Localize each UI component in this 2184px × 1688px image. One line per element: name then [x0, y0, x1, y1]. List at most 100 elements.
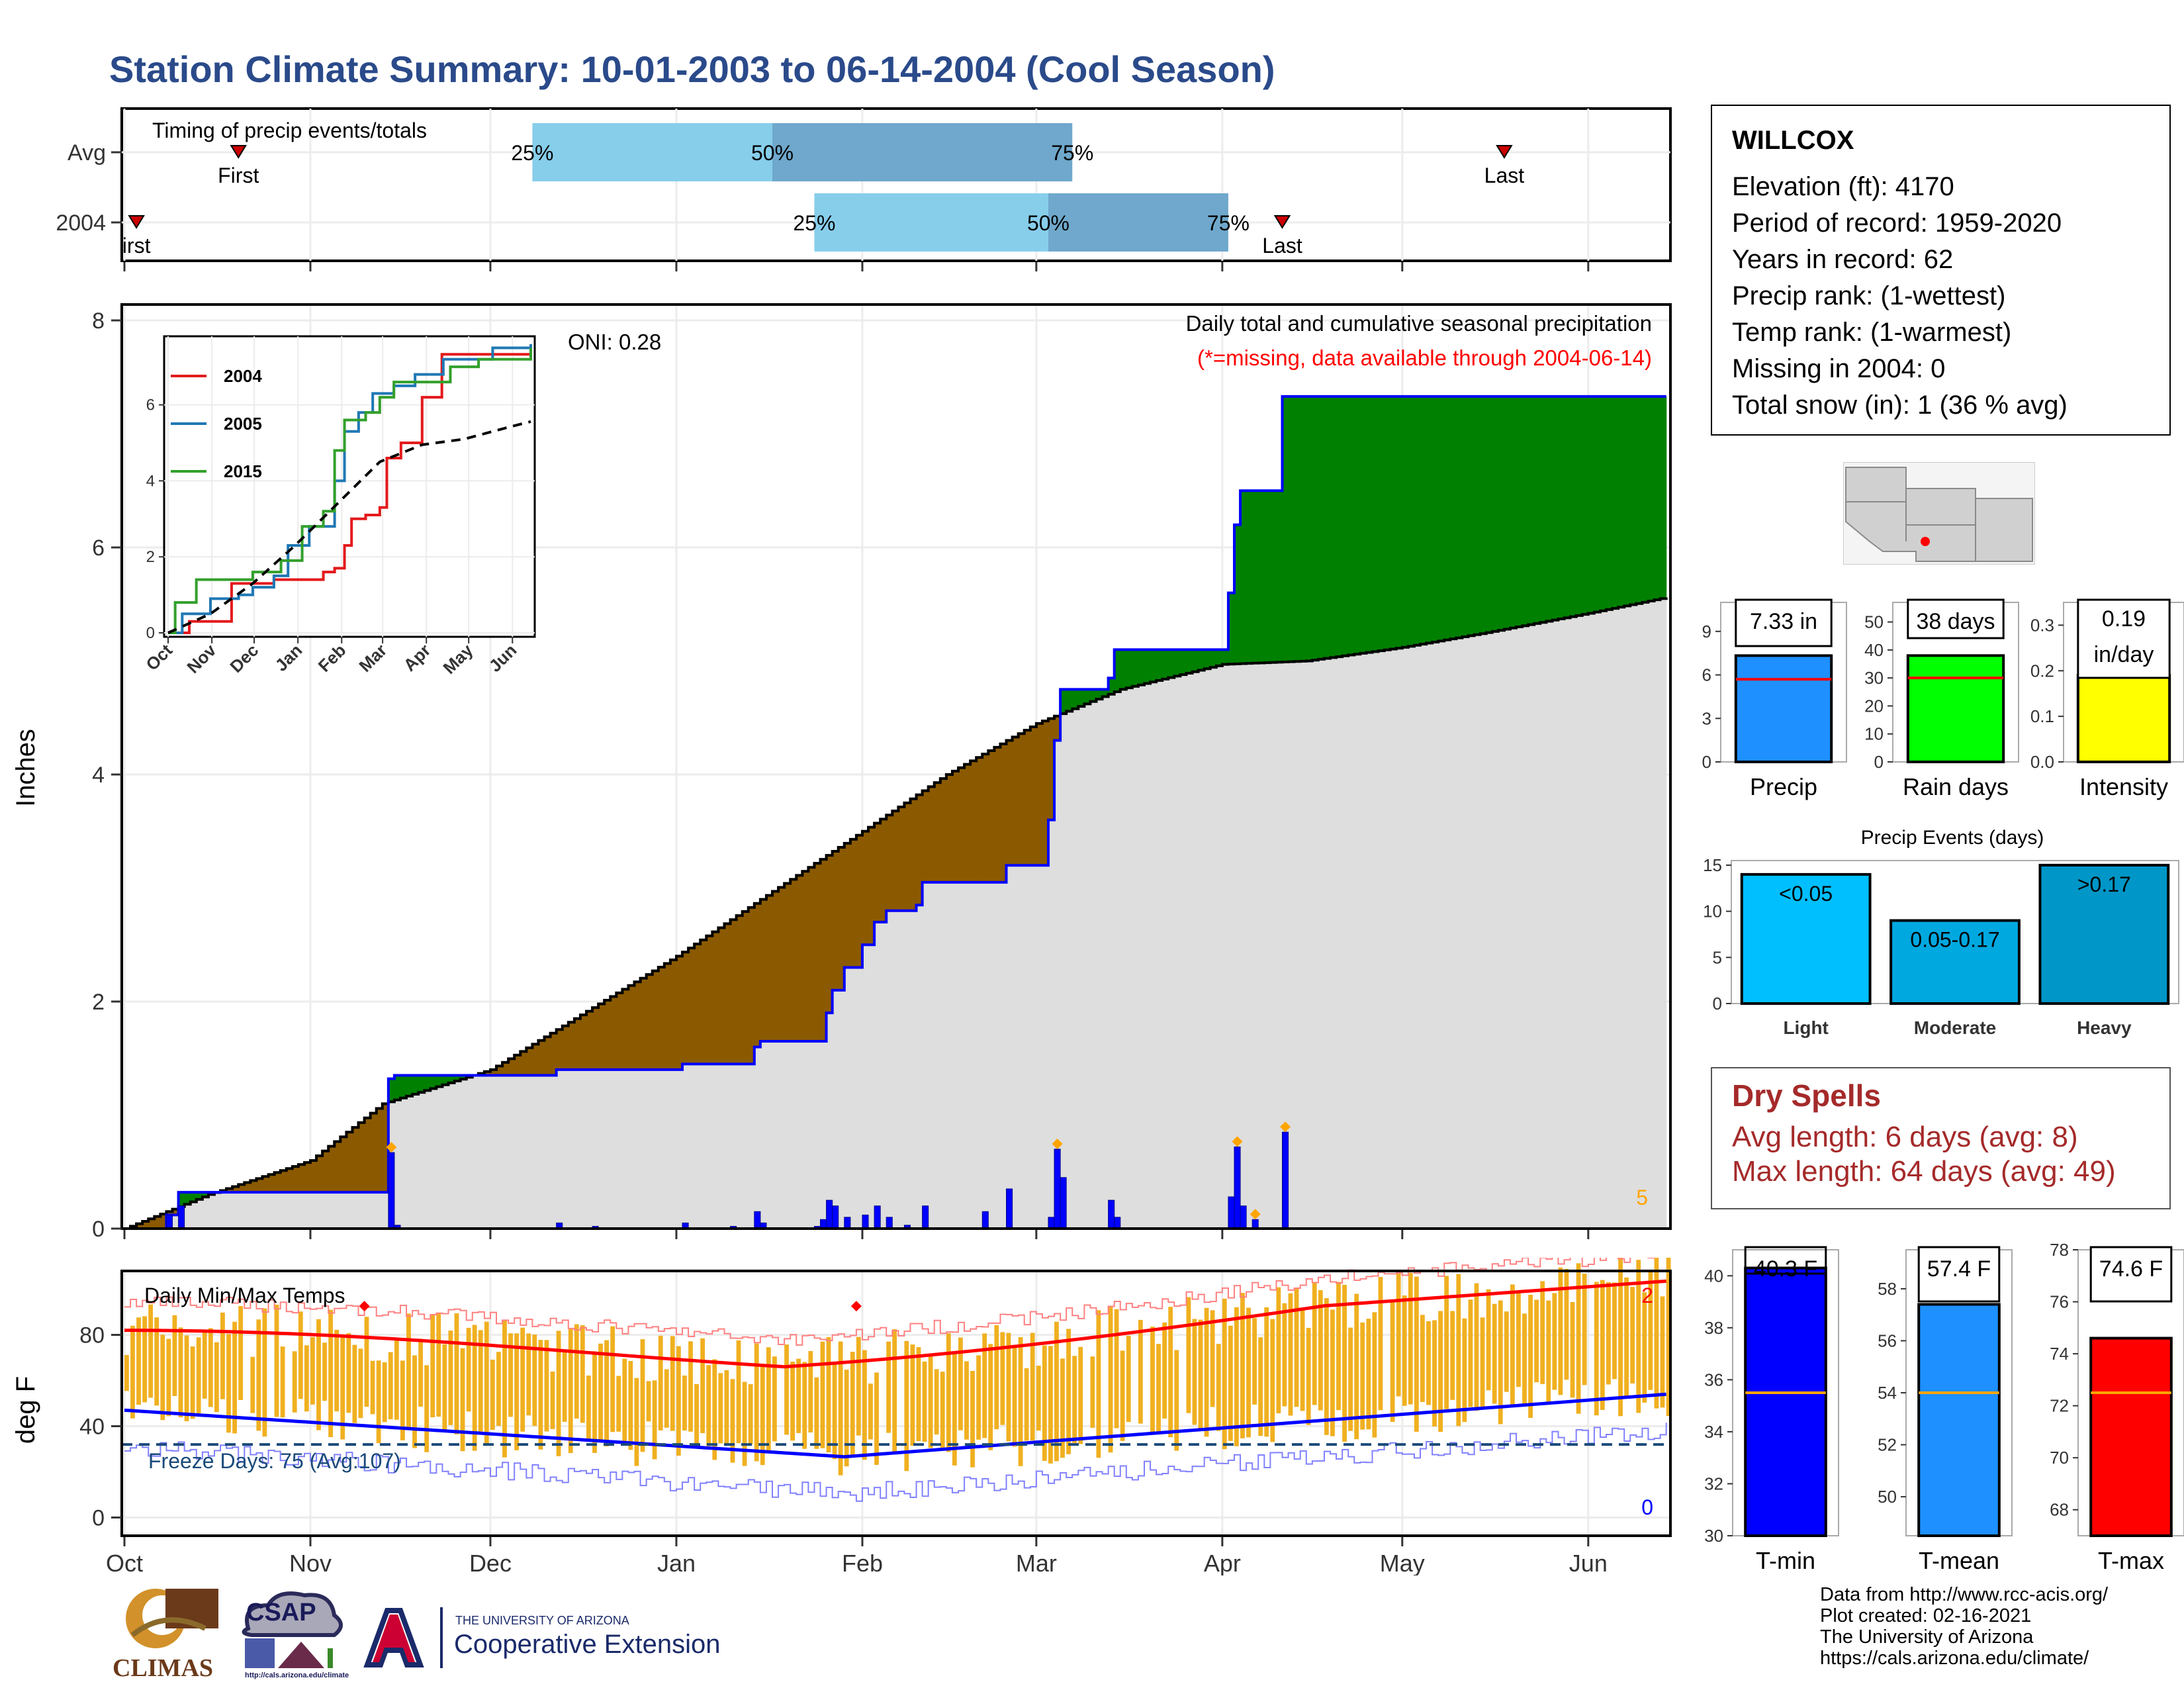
above-avg-slice — [1300, 396, 1307, 661]
avg-fill-slice — [316, 1192, 323, 1229]
avg-fill-slice — [838, 990, 845, 1229]
avg-fill-slice — [1096, 699, 1103, 1229]
below-avg-slice — [694, 944, 701, 1064]
avg-fill-slice — [760, 1041, 767, 1229]
climas-logo: CLIMAS — [106, 1582, 225, 1682]
avg-fill-slice — [1366, 652, 1373, 1229]
below-avg-slice — [316, 1155, 323, 1193]
daily-precip-bar — [820, 1219, 827, 1229]
above-avg-slice — [1450, 396, 1457, 639]
climas-swoosh — [130, 1617, 206, 1638]
below-avg-slice — [946, 774, 953, 882]
mini-y-tick-label: 70 — [2050, 1448, 2069, 1468]
below-avg-slice — [940, 778, 947, 882]
mini-value-label: 38 days — [1916, 609, 1995, 634]
daily-temp-bar — [988, 1344, 993, 1450]
daily-temp-bar — [340, 1336, 345, 1440]
cumulative-2004-line — [124, 395, 1666, 1230]
ua-a-icon — [363, 1608, 424, 1667]
below-avg-slice — [736, 915, 743, 1064]
mini-value-bar — [2089, 1336, 2173, 1537]
above-avg-slice — [1444, 396, 1451, 640]
record-min-line — [124, 1423, 1667, 1502]
avg-fill-slice — [898, 910, 905, 1229]
avg-fill-slice — [886, 910, 893, 1229]
events-y-tick-label: 0 — [1713, 994, 1722, 1013]
daily-temp-bar — [1450, 1311, 1455, 1400]
daily-temp-bar — [1120, 1350, 1125, 1441]
mini-value-label-box — [1744, 1246, 1827, 1275]
mini-y-tick-label: 76 — [2050, 1292, 2069, 1312]
avg-fill-slice — [256, 1192, 263, 1229]
above-avg-slice — [460, 1075, 467, 1080]
above-avg-slice — [1660, 396, 1667, 599]
below-avg-slice — [706, 935, 713, 1064]
avg-fill-slice — [568, 1069, 575, 1229]
avg-fill-slice — [598, 1069, 605, 1229]
daily-temp-bar — [454, 1313, 459, 1434]
daily-temp-bar — [928, 1355, 933, 1448]
avg-fill-slice — [196, 1199, 203, 1229]
daily-temp-bar — [688, 1341, 693, 1432]
avg-min-temp-line — [124, 1392, 1666, 1459]
above-avg-slice — [400, 1075, 407, 1098]
map-borders — [1846, 489, 1976, 561]
daily-temp-bar — [1426, 1321, 1431, 1405]
below-avg-slice — [496, 1066, 503, 1076]
avg-fill-slice — [190, 1201, 197, 1229]
avg-fill-slice — [340, 1192, 347, 1229]
daily-precip-bar — [1114, 1217, 1121, 1229]
avg-fill-slice — [910, 910, 917, 1229]
inset-series-2004 — [168, 353, 531, 634]
events-bar-label: 0.05-0.17 — [1910, 928, 1999, 952]
daily-temp-bar — [148, 1304, 154, 1398]
avg-fill-slice — [688, 1064, 695, 1229]
daily-temp-bar — [1336, 1282, 1341, 1411]
avg-fill-slice — [358, 1192, 365, 1229]
avg-fill-slice — [862, 945, 869, 1229]
daily-temp-bar — [748, 1383, 753, 1445]
avg-fill-slice — [1528, 624, 1535, 1229]
daily-temp-bar — [568, 1329, 573, 1454]
inset-legend-label: 2015 — [224, 461, 262, 481]
above-avg-slice — [1342, 396, 1349, 656]
station-name: WILLCOX — [1732, 126, 1854, 155]
below-avg-slice — [742, 912, 749, 1064]
below-avg-slice — [1012, 737, 1019, 866]
daily-temp-bar — [808, 1350, 813, 1433]
avg-fill-slice — [844, 967, 851, 1229]
daily-temp-bar — [1390, 1299, 1395, 1423]
below-avg-slice — [520, 1051, 527, 1076]
below-avg-slice — [802, 871, 809, 1042]
daily-temp-bar — [1312, 1282, 1317, 1405]
avg-fill-slice — [172, 1215, 179, 1229]
below-avg-slice — [562, 1025, 569, 1070]
daily-temp-bar — [526, 1333, 531, 1416]
above-avg-slice — [1066, 689, 1073, 712]
above-avg-slice — [1108, 678, 1115, 694]
csap-cloud — [242, 1591, 343, 1637]
avg-fill-slice — [1036, 865, 1043, 1229]
avg-fill-slice — [328, 1192, 335, 1229]
avg-fill-slice — [322, 1192, 329, 1229]
mini-y-tick-label: 0.3 — [2030, 615, 2054, 635]
daily-temp-bar — [628, 1360, 633, 1450]
above-avg-slice — [1210, 649, 1217, 668]
avg-fill-slice — [1234, 663, 1241, 1229]
below-avg-slice — [1006, 740, 1013, 866]
mini-y-tick-label: 54 — [1878, 1383, 1897, 1403]
below-avg-slice — [868, 827, 875, 945]
below-avg-slice — [952, 771, 959, 882]
above-avg-slice — [1168, 649, 1175, 678]
above-avg-slice — [184, 1192, 191, 1205]
daily-temp-bar — [1642, 1292, 1647, 1403]
avg-fill-slice — [1090, 701, 1097, 1229]
below-avg-slice — [934, 782, 941, 882]
daily-temp-bar — [736, 1340, 741, 1444]
inset-y-tick-label: 2 — [146, 548, 155, 566]
avg-fill-slice — [856, 967, 863, 1229]
daily-temp-bar — [844, 1370, 849, 1467]
avg-fill-slice — [1480, 633, 1487, 1229]
daily-temp-bar — [1564, 1268, 1569, 1380]
daily-temp-bar — [1264, 1307, 1269, 1437]
